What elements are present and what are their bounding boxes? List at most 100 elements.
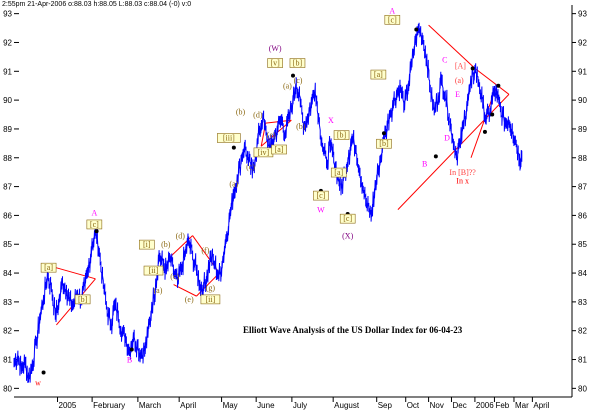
wave-label: W [317, 206, 325, 215]
wave-label-box [86, 219, 103, 230]
y-tick-label: 83 [578, 298, 587, 307]
y-tick-label-left: 80 [3, 384, 12, 393]
wave-label: E [455, 90, 460, 99]
wave-label: (a) [154, 286, 163, 295]
wave-label: (a) [229, 180, 238, 189]
wave-label: (g) [206, 283, 216, 292]
wave-label: [b] [337, 131, 347, 140]
wave-label: (c) [170, 272, 179, 281]
wave-label: [a] [44, 263, 53, 272]
x-tick-label: April [180, 401, 196, 410]
wave-label: B [127, 355, 132, 364]
wave-label-box [200, 294, 221, 305]
wave-label-box [370, 69, 387, 80]
wave-label: [b] [379, 139, 389, 148]
wave-label: (b) [296, 122, 306, 131]
wave-label: (f) [201, 246, 209, 255]
wave-label: (d) [253, 110, 263, 119]
wave-label: D [444, 133, 450, 142]
wave-label: (b) [236, 108, 246, 117]
wave-label-box [139, 239, 155, 250]
pivot-point [414, 27, 419, 32]
wave-label-box [339, 213, 356, 224]
y-tick-label: 87 [578, 183, 587, 192]
wave-label: [b] [293, 59, 303, 68]
y-tick-label-left: 83 [3, 298, 12, 307]
wave-label: [A] [455, 61, 466, 70]
y-tick-label: 89 [578, 125, 587, 134]
wave-label: [v] [270, 59, 280, 68]
pivot-point [470, 66, 475, 71]
pattern-line [428, 24, 476, 69]
y-tick-label-left: 81 [3, 356, 12, 365]
y-tick-label: 84 [578, 269, 587, 278]
y-tick-label-left: 86 [3, 211, 12, 220]
wave-label: w [35, 378, 41, 387]
y-tick-label: 85 [578, 240, 587, 249]
y-tick-label-left: 93 [3, 10, 12, 19]
chart-title: Elliott Wave Analysis of the US Dollar I… [243, 325, 463, 335]
x-tick-label: Sep [378, 401, 393, 410]
pivot-point [231, 145, 236, 150]
x-tick-label: 2006 [476, 401, 494, 410]
x-tick-label: Nov [430, 401, 444, 410]
x-tick-label: Mar [515, 401, 529, 410]
chart-axes: 80 80 81 81 82 82 83 83 84 84 85 85 86 86 87 87 88 88 89 89… [3, 5, 587, 410]
wave-label-box [330, 167, 347, 178]
wave-label: (b) [161, 240, 171, 249]
y-tick-label: 86 [578, 211, 587, 220]
wave-label: B [422, 159, 427, 168]
y-tick-label: 81 [578, 356, 587, 365]
wave-label: [i] [143, 240, 151, 249]
x-tick-label: August [334, 401, 360, 410]
wave-label-box [333, 130, 350, 140]
y-tick-label-left: 82 [3, 327, 12, 336]
pattern-line [397, 94, 510, 210]
wave-label: (e) [185, 295, 194, 304]
pivot-point [482, 129, 487, 134]
y-tick-label-left: 92 [3, 38, 12, 47]
wave-label: X [328, 116, 334, 125]
chart-header: 2:55pm 21-Apr-2006 o:88.03 h:88.05 L:88.… [2, 1, 192, 8]
wave-label: (W) [269, 44, 282, 53]
wave-label: [c] [343, 214, 352, 223]
wave-label: In [B]?? [449, 168, 476, 177]
wave-label: A [91, 208, 97, 217]
wave-label: [ii] [149, 266, 159, 275]
y-tick-label-left: 87 [3, 183, 12, 192]
x-tick-label: March [139, 401, 161, 410]
y-tick-label: 82 [578, 327, 587, 336]
wave-label: [c] [388, 15, 397, 24]
pivot-point [94, 229, 99, 234]
wave-label: [b] [78, 295, 88, 304]
pattern-lines [54, 24, 510, 326]
y-tick-label: 93 [578, 10, 587, 19]
pivot-point [496, 83, 501, 88]
wave-label-box [289, 58, 306, 68]
wave-label-box [40, 262, 57, 273]
y-tick-label-left: 91 [3, 67, 12, 76]
y-tick-label: 80 [578, 384, 587, 393]
wave-label-box [267, 58, 283, 68]
wave-label: [a] [275, 145, 284, 154]
pivot-point [381, 131, 386, 136]
x-tick-label: February [93, 401, 125, 410]
wave-label-box [271, 144, 287, 155]
wave-label-box [384, 14, 401, 25]
wave-label: (d) [176, 231, 186, 240]
y-tick-label-left: 90 [3, 96, 12, 105]
wave-label: C [442, 56, 447, 65]
y-tick-label-left: 85 [3, 240, 12, 249]
pivot-point [129, 347, 134, 352]
wave-label: [iv] [258, 148, 270, 157]
y-tick-label-left: 84 [3, 269, 12, 278]
wave-label: [iii] [223, 133, 235, 142]
pattern-line [54, 266, 96, 280]
pivot-point [490, 112, 495, 117]
x-tick-label: Dec [452, 401, 466, 410]
wave-label-box [143, 265, 164, 276]
pivot-point [41, 370, 46, 375]
wave-label: (X) [342, 231, 353, 240]
wave-label: [ii] [206, 295, 216, 304]
